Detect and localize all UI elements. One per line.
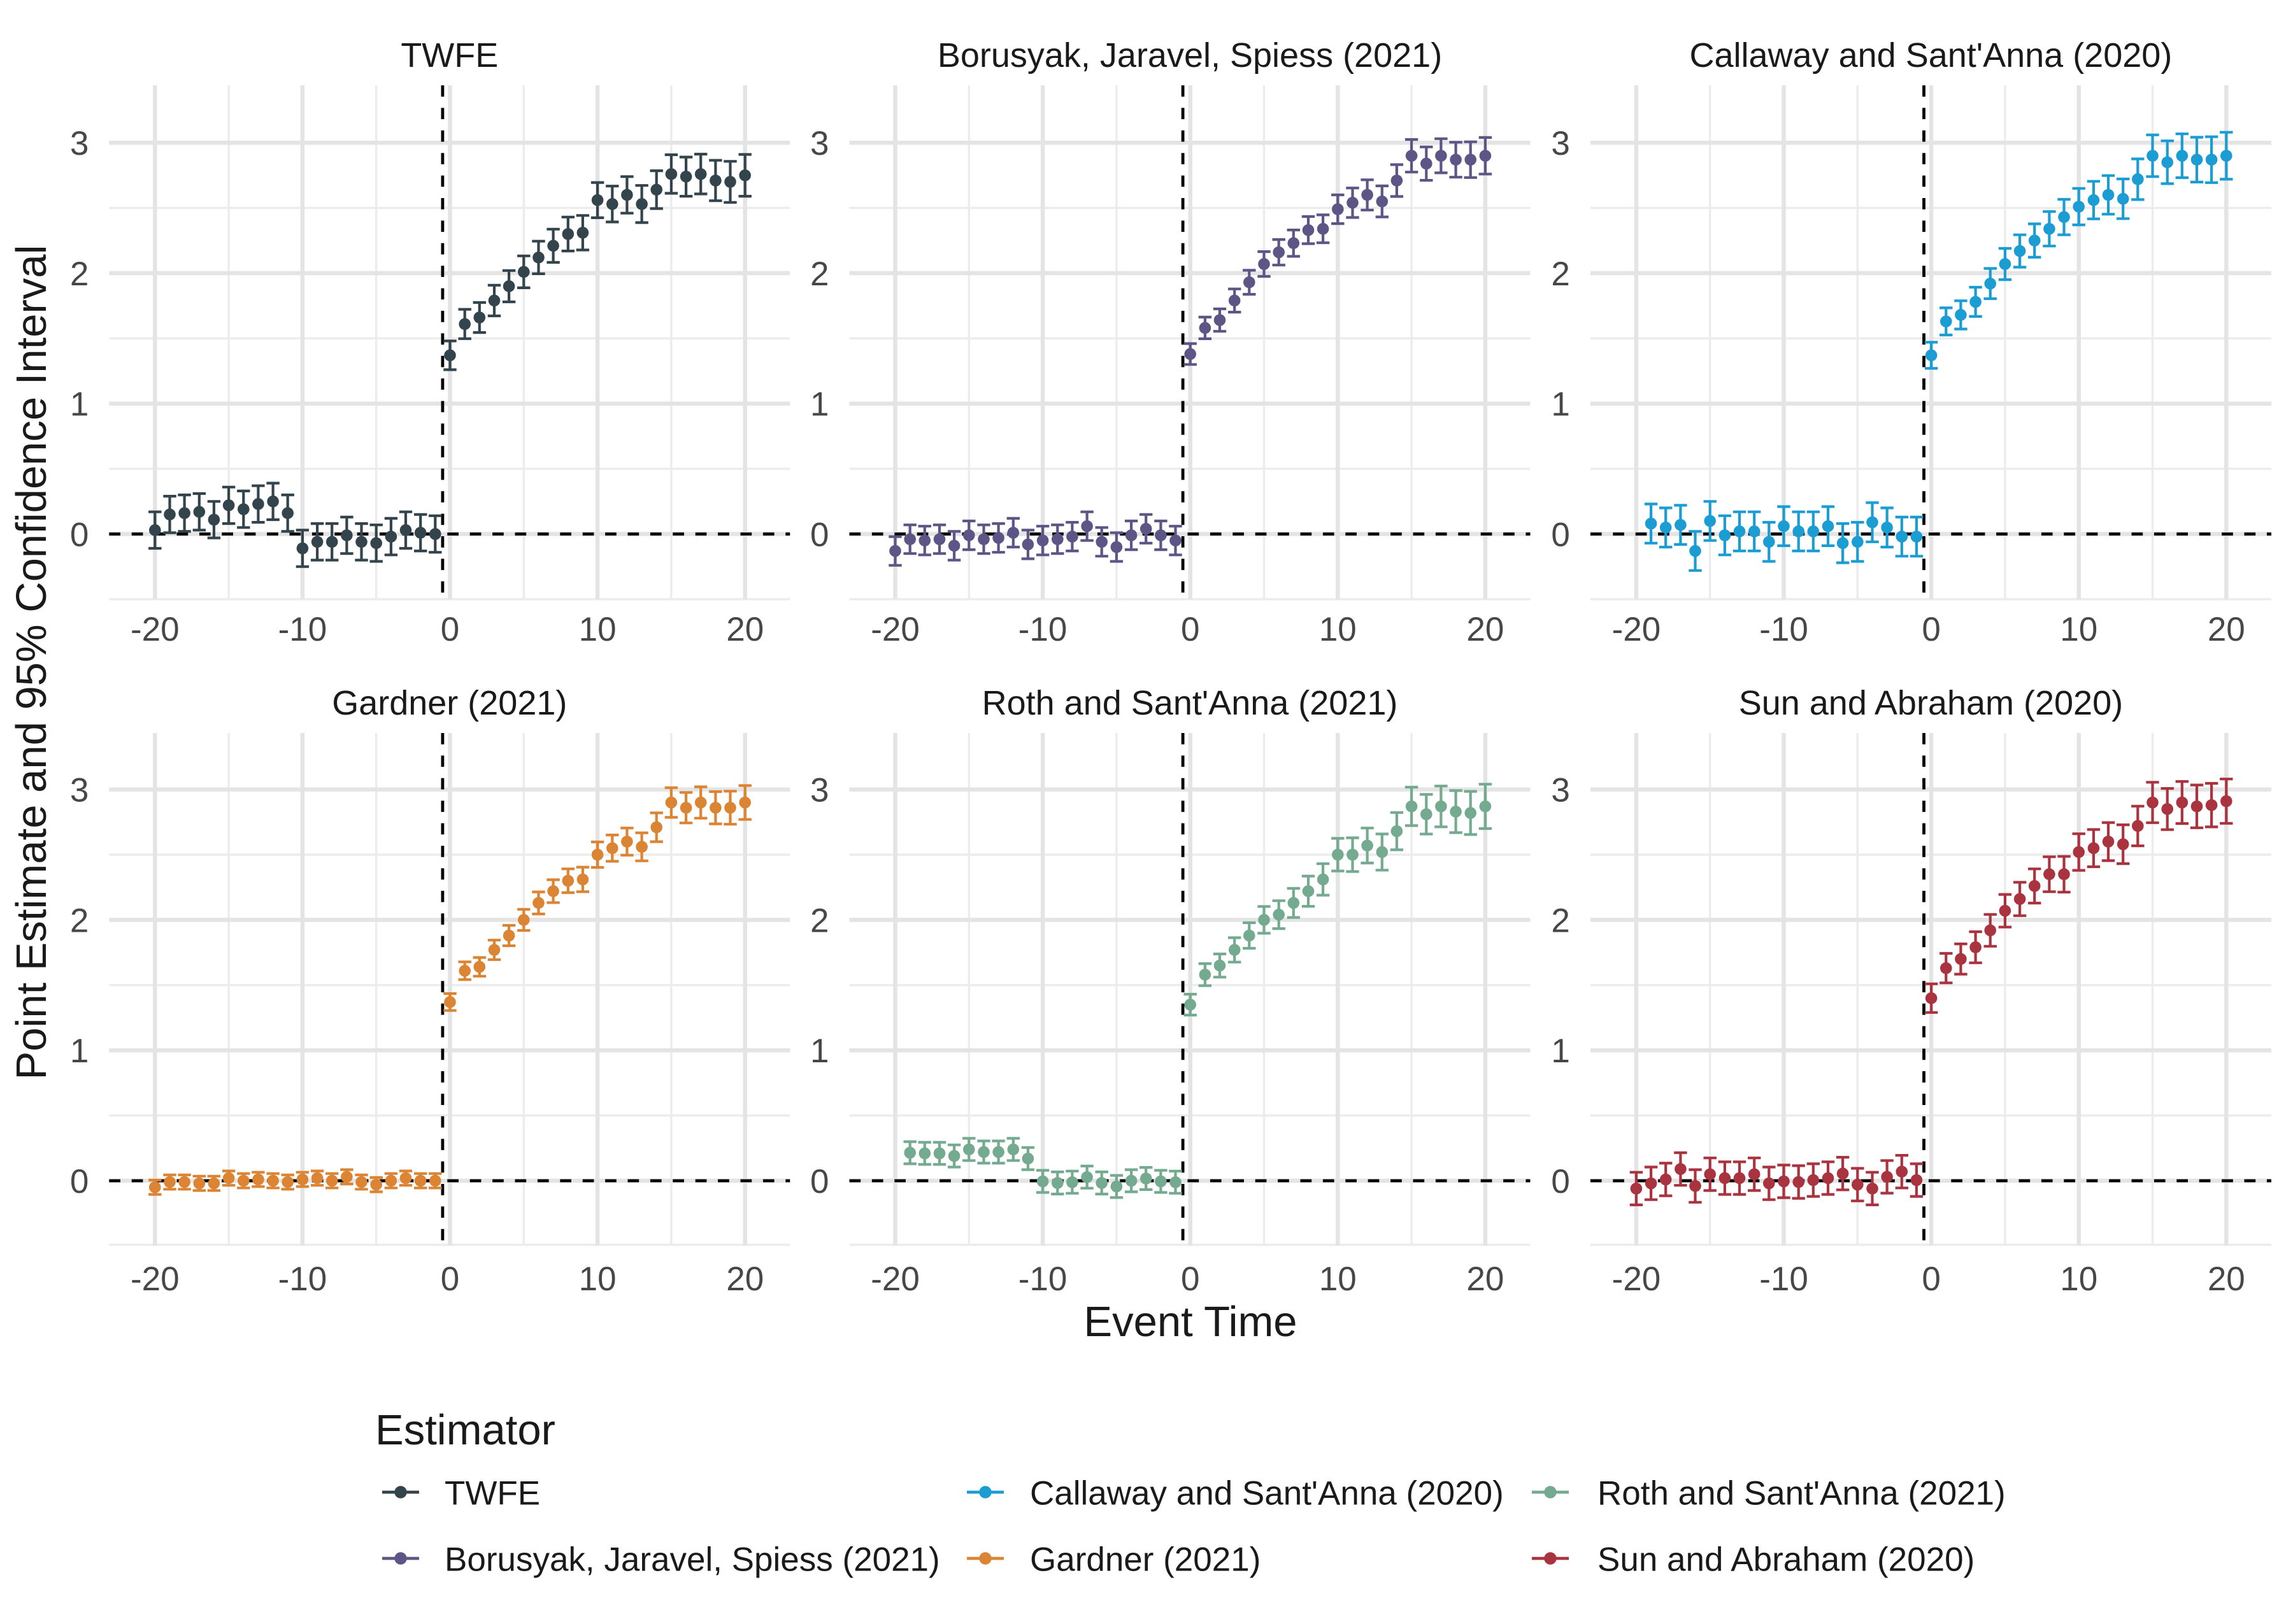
svg-text:0: 0: [70, 1163, 89, 1200]
svg-text:3: 3: [1551, 772, 1569, 809]
svg-text:0: 0: [441, 611, 459, 648]
svg-text:-20: -20: [871, 611, 920, 648]
svg-text:-10: -10: [1018, 1260, 1068, 1298]
svg-text:20: 20: [2208, 611, 2245, 648]
svg-text:20: 20: [2208, 1260, 2245, 1298]
svg-text:Roth and Sant'Anna (2021): Roth and Sant'Anna (2021): [1597, 1475, 2006, 1513]
svg-text:Sun and Abraham (2020): Sun and Abraham (2020): [1739, 684, 2123, 722]
svg-text:10: 10: [2060, 1260, 2097, 1298]
svg-text:10: 10: [2060, 611, 2097, 648]
svg-text:-10: -10: [278, 1260, 327, 1298]
svg-text:Gardner (2021): Gardner (2021): [1030, 1541, 1261, 1579]
svg-text:2: 2: [810, 255, 829, 293]
svg-text:-10: -10: [1759, 611, 1808, 648]
svg-text:0: 0: [70, 516, 89, 554]
svg-text:20: 20: [1466, 611, 1504, 648]
svg-text:0: 0: [441, 1260, 459, 1298]
svg-text:20: 20: [726, 611, 764, 648]
svg-text:3: 3: [70, 772, 89, 809]
svg-text:Gardner (2021): Gardner (2021): [332, 684, 567, 722]
svg-text:Event Time: Event Time: [1083, 1298, 1297, 1346]
svg-text:2: 2: [1551, 255, 1569, 293]
svg-text:-10: -10: [278, 611, 327, 648]
svg-text:Sun and Abraham (2020): Sun and Abraham (2020): [1597, 1541, 1975, 1579]
svg-text:-20: -20: [1612, 1260, 1661, 1298]
svg-text:0: 0: [1181, 1260, 1199, 1298]
svg-text:Roth and Sant'Anna (2021): Roth and Sant'Anna (2021): [982, 684, 1398, 722]
svg-text:10: 10: [1319, 1260, 1357, 1298]
svg-text:2: 2: [70, 255, 89, 293]
svg-text:-10: -10: [1759, 1260, 1808, 1298]
svg-text:2: 2: [70, 902, 89, 939]
svg-text:0: 0: [1551, 1163, 1569, 1200]
svg-text:0: 0: [1181, 611, 1199, 648]
svg-text:10: 10: [579, 611, 617, 648]
svg-text:3: 3: [810, 772, 829, 809]
svg-text:20: 20: [1466, 1260, 1504, 1298]
svg-text:0: 0: [1922, 611, 1940, 648]
svg-text:20: 20: [726, 1260, 764, 1298]
svg-text:-20: -20: [131, 611, 180, 648]
svg-text:-20: -20: [131, 1260, 180, 1298]
svg-text:3: 3: [810, 125, 829, 162]
svg-text:10: 10: [1319, 611, 1357, 648]
svg-text:Borusyak, Jaravel, Spiess (202: Borusyak, Jaravel, Spiess (2021): [445, 1541, 940, 1579]
svg-text:Estimator: Estimator: [375, 1406, 555, 1454]
svg-text:1: 1: [70, 386, 89, 424]
svg-text:1: 1: [810, 386, 829, 424]
svg-text:0: 0: [1551, 516, 1569, 554]
svg-text:1: 1: [1551, 386, 1569, 424]
svg-text:Callaway and Sant'Anna (2020): Callaway and Sant'Anna (2020): [1690, 36, 2173, 75]
svg-text:2: 2: [810, 902, 829, 939]
svg-text:0: 0: [1922, 1260, 1940, 1298]
svg-text:10: 10: [579, 1260, 617, 1298]
svg-text:Point Estimate and 95% Confide: Point Estimate and 95% Confidence Interv…: [8, 245, 55, 1080]
svg-text:0: 0: [810, 1163, 829, 1200]
svg-text:3: 3: [1551, 125, 1569, 162]
svg-text:1: 1: [70, 1032, 89, 1070]
svg-text:1: 1: [810, 1032, 829, 1070]
svg-text:-10: -10: [1018, 611, 1068, 648]
svg-text:-20: -20: [871, 1260, 920, 1298]
svg-text:TWFE: TWFE: [401, 36, 498, 75]
svg-text:Borusyak, Jaravel, Spiess (202: Borusyak, Jaravel, Spiess (2021): [938, 36, 1442, 75]
svg-text:-20: -20: [1612, 611, 1661, 648]
svg-text:2: 2: [1551, 902, 1569, 939]
svg-text:3: 3: [70, 125, 89, 162]
svg-text:0: 0: [810, 516, 829, 554]
svg-text:TWFE: TWFE: [445, 1475, 540, 1513]
svg-text:Callaway and Sant'Anna (2020): Callaway and Sant'Anna (2020): [1030, 1475, 1504, 1513]
svg-text:1: 1: [1551, 1032, 1569, 1070]
